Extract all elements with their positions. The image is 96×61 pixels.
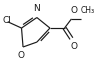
Text: CH₃: CH₃: [81, 6, 95, 15]
Text: O: O: [70, 6, 77, 15]
Text: O: O: [17, 51, 24, 60]
Text: N: N: [34, 4, 40, 13]
Text: Cl: Cl: [2, 16, 11, 25]
Text: O: O: [70, 42, 77, 51]
